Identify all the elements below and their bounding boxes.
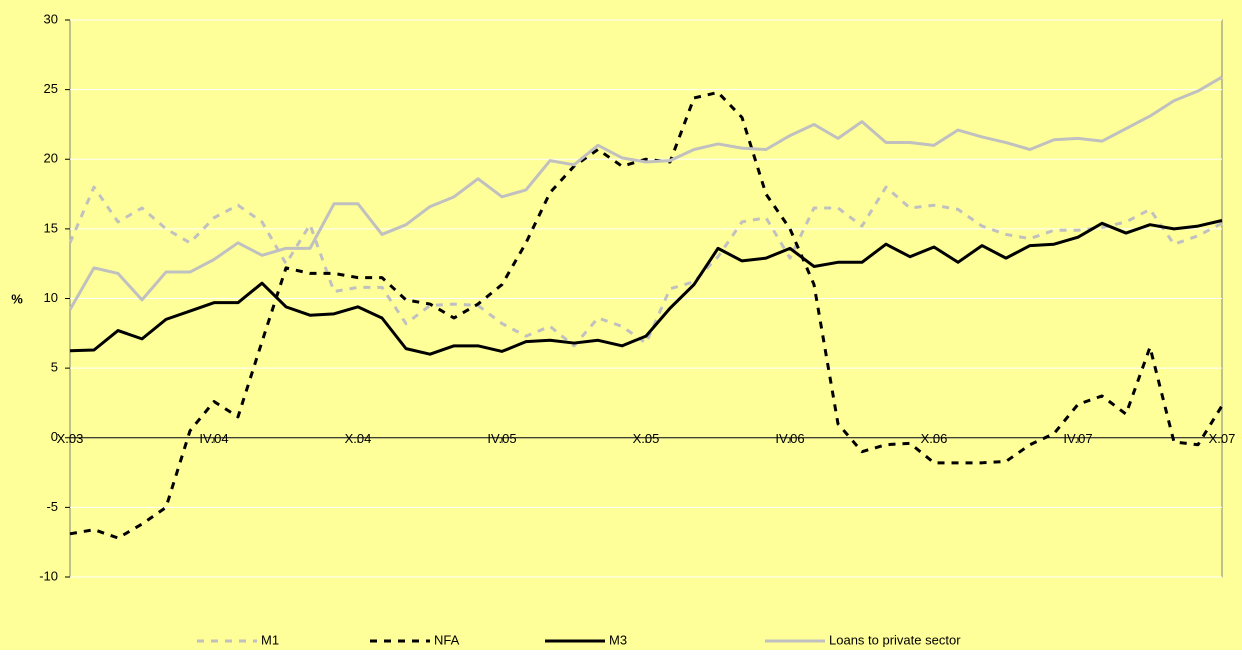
y-tick-label: 25 bbox=[44, 81, 58, 96]
y-tick-label: 10 bbox=[44, 290, 58, 305]
x-tick-label: X.04 bbox=[345, 431, 372, 446]
x-tick-label: X.05 bbox=[633, 431, 660, 446]
series-line bbox=[69, 90, 1224, 540]
y-tick-label: 0 bbox=[51, 429, 58, 444]
x-tick-label: IV.06 bbox=[775, 431, 804, 446]
x-tick-label: X.06 bbox=[921, 431, 948, 446]
y-tick-label: -10 bbox=[39, 568, 58, 583]
x-tick-label: IV.05 bbox=[487, 431, 516, 446]
y-tick-label: 15 bbox=[44, 220, 58, 235]
y-tick-label: 30 bbox=[44, 11, 58, 26]
series-line bbox=[68, 185, 1223, 348]
legend-label: M3 bbox=[609, 632, 627, 647]
x-tick-label: IV.04 bbox=[199, 431, 228, 446]
legend-label: Loans to private sector bbox=[829, 632, 961, 647]
y-tick-label: 20 bbox=[44, 151, 58, 166]
y-axis-label: % bbox=[11, 291, 23, 306]
series-line bbox=[69, 219, 1223, 356]
legend-label: M1 bbox=[261, 632, 279, 647]
y-tick-label: 5 bbox=[51, 360, 58, 375]
x-tick-label: X.07 bbox=[1209, 431, 1236, 446]
series-line bbox=[68, 75, 1223, 311]
y-tick-label: -5 bbox=[46, 499, 58, 514]
x-tick-label: IV.07 bbox=[1063, 431, 1092, 446]
x-tick-label: X.03 bbox=[57, 431, 84, 446]
legend-label: NFA bbox=[434, 632, 460, 647]
